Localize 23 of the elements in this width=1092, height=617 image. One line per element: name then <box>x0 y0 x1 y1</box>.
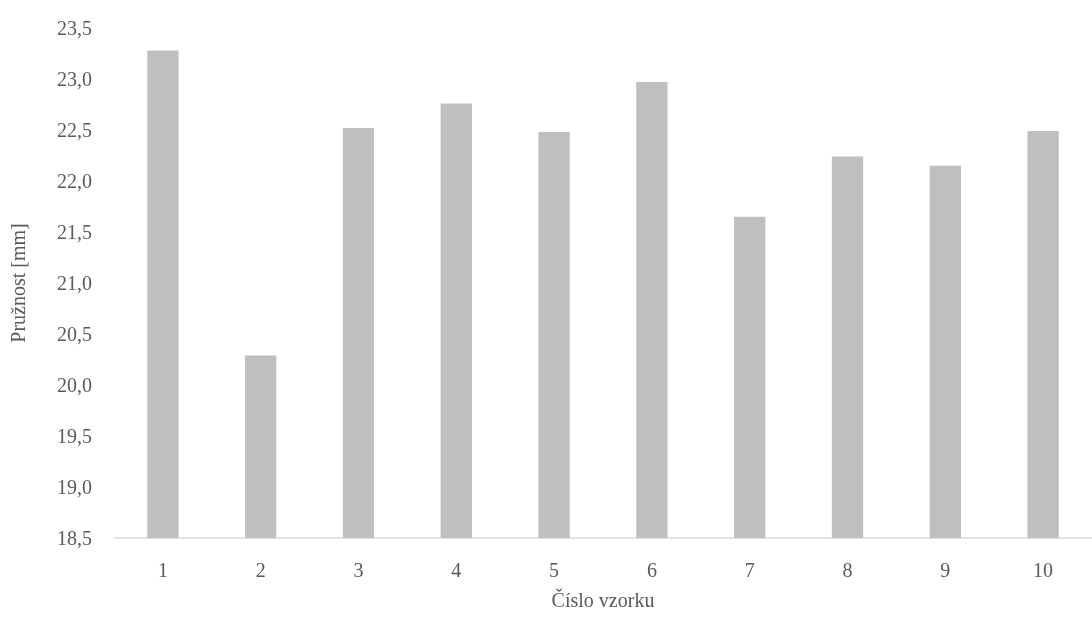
y-tick-label: 19,5 <box>57 425 92 447</box>
x-tick-label: 9 <box>940 559 951 581</box>
x-tick-label: 5 <box>549 559 560 581</box>
x-tick-label: 8 <box>842 559 853 581</box>
y-tick-label: 19,0 <box>57 476 92 498</box>
y-tick-label: 21,0 <box>57 272 92 294</box>
y-tick-label: 23,5 <box>57 17 92 39</box>
y-axis-title: Pružnost [mm] <box>7 223 29 343</box>
y-tick-label: 18,5 <box>57 527 92 549</box>
x-axis-title: Číslo vzorku <box>551 588 655 611</box>
y-tick-label: 22,5 <box>57 119 92 141</box>
y-tick-label: 20,5 <box>57 323 92 345</box>
y-tick-label: 22,0 <box>57 170 92 192</box>
x-tick-label: 3 <box>353 559 364 581</box>
y-tick-label: 21,5 <box>57 221 92 243</box>
x-tick-label: 2 <box>255 559 266 581</box>
x-tick-label: 4 <box>451 559 462 581</box>
x-tick-label: 6 <box>646 559 657 581</box>
y-tick-label: 20,0 <box>57 374 92 396</box>
x-tick-label: 7 <box>744 559 755 581</box>
x-tick-label: 10 <box>1033 559 1054 581</box>
y-tick-label: 23,0 <box>57 68 92 90</box>
x-tick-label: 1 <box>157 559 168 581</box>
